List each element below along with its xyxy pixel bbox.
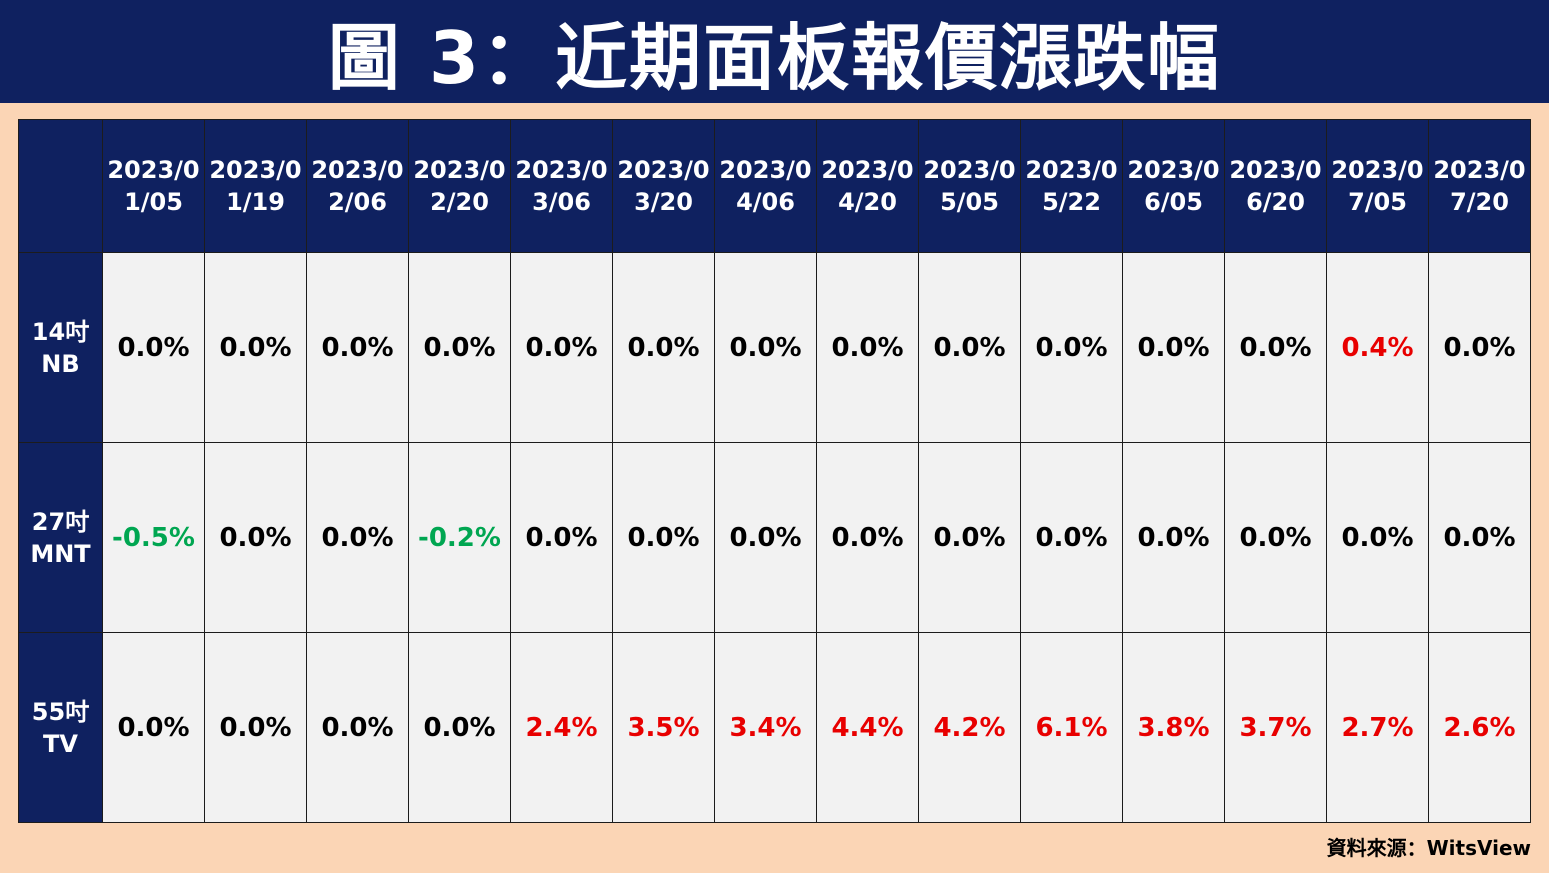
column-header-date: 2023/0 1/19 (204, 119, 307, 253)
table-row: 14吋 NB 0.0% 0.0% 0.0% 0.0% 0.0% 0.0% 0.0% 0.0% 0.… (18, 252, 1531, 443)
value-cell: 3.5% (612, 632, 715, 823)
table-row: 27吋 MNT -0.5% 0.0% 0.0% -0.2% 0.0% 0.0% 0.0% 0.0… (18, 442, 1531, 633)
value-cell: 0.0% (204, 252, 307, 443)
column-header-date: 2023/0 6/05 (1122, 119, 1225, 253)
value-cell: 0.0% (510, 252, 613, 443)
row-label: 27吋 MNT (18, 442, 103, 633)
value-cell: 0.0% (510, 442, 613, 633)
value-cell: 0.0% (306, 442, 409, 633)
value-cell: 0.0% (1122, 442, 1225, 633)
value-cell: 0.0% (816, 442, 919, 633)
value-cell: 0.0% (1326, 442, 1429, 633)
column-header-date: 2023/0 3/20 (612, 119, 715, 253)
column-header-date: 2023/0 6/20 (1224, 119, 1327, 253)
value-cell: 0.0% (612, 252, 715, 443)
value-cell: 3.7% (1224, 632, 1327, 823)
column-header-date: 2023/0 1/05 (102, 119, 205, 253)
column-header-date: 2023/0 7/05 (1326, 119, 1429, 253)
value-cell: 0.0% (408, 632, 511, 823)
value-cell: 0.0% (306, 252, 409, 443)
value-cell: 0.0% (204, 442, 307, 633)
value-cell: 4.2% (918, 632, 1021, 823)
value-cell: 0.0% (1224, 252, 1327, 443)
row-label: 14吋 NB (18, 252, 103, 443)
column-header-date: 2023/0 7/20 (1428, 119, 1531, 253)
value-cell: 0.0% (1020, 252, 1123, 443)
column-header-date: 2023/0 4/20 (816, 119, 919, 253)
value-cell: 0.4% (1326, 252, 1429, 443)
column-header-date: 2023/0 5/22 (1020, 119, 1123, 253)
value-cell: -0.2% (408, 442, 511, 633)
page-title: 圖 3：近期面板報價漲跌幅 (327, 16, 1222, 100)
value-cell: 2.6% (1428, 632, 1531, 823)
value-cell: 0.0% (918, 442, 1021, 633)
table-body: 14吋 NB 0.0% 0.0% 0.0% 0.0% 0.0% 0.0% 0.0% 0.0% 0.… (18, 252, 1531, 823)
title-bar: 圖 3：近期面板報價漲跌幅 (0, 0, 1549, 103)
value-cell: 4.4% (816, 632, 919, 823)
price-change-table: 2023/0 1/05 2023/0 1/19 2023/0 2/06 2023/0 … (18, 119, 1531, 823)
value-cell: 0.0% (204, 632, 307, 823)
value-cell: 3.4% (714, 632, 817, 823)
column-header-date: 2023/0 5/05 (918, 119, 1021, 253)
table-header-row: 2023/0 1/05 2023/0 1/19 2023/0 2/06 2023/0 … (18, 119, 1531, 253)
value-cell: 0.0% (816, 252, 919, 443)
value-cell: 0.0% (1020, 442, 1123, 633)
value-cell: 0.0% (714, 252, 817, 443)
row-label: 55吋 TV (18, 632, 103, 823)
value-cell: 0.0% (102, 632, 205, 823)
column-header-date: 2023/0 2/06 (306, 119, 409, 253)
column-header-date: 2023/0 2/20 (408, 119, 511, 253)
value-cell: 0.0% (612, 442, 715, 633)
value-cell: 0.0% (1428, 442, 1531, 633)
value-cell: 0.0% (1428, 252, 1531, 443)
value-cell: 0.0% (408, 252, 511, 443)
value-cell: 0.0% (306, 632, 409, 823)
value-cell: 0.0% (1122, 252, 1225, 443)
value-cell: 2.4% (510, 632, 613, 823)
value-cell: 2.7% (1326, 632, 1429, 823)
value-cell: 0.0% (918, 252, 1021, 443)
table-corner-cell (18, 119, 103, 253)
value-cell: 0.0% (714, 442, 817, 633)
value-cell: -0.5% (102, 442, 205, 633)
value-cell: 0.0% (1224, 442, 1327, 633)
table-row: 55吋 TV 0.0% 0.0% 0.0% 0.0% 2.4% 3.5% 3.4% 4.4% 4.… (18, 632, 1531, 823)
source-note: 資料來源：WitsView (1326, 836, 1531, 860)
value-cell: 0.0% (102, 252, 205, 443)
value-cell: 3.8% (1122, 632, 1225, 823)
column-header-date: 2023/0 4/06 (714, 119, 817, 253)
value-cell: 6.1% (1020, 632, 1123, 823)
column-header-date: 2023/0 3/06 (510, 119, 613, 253)
